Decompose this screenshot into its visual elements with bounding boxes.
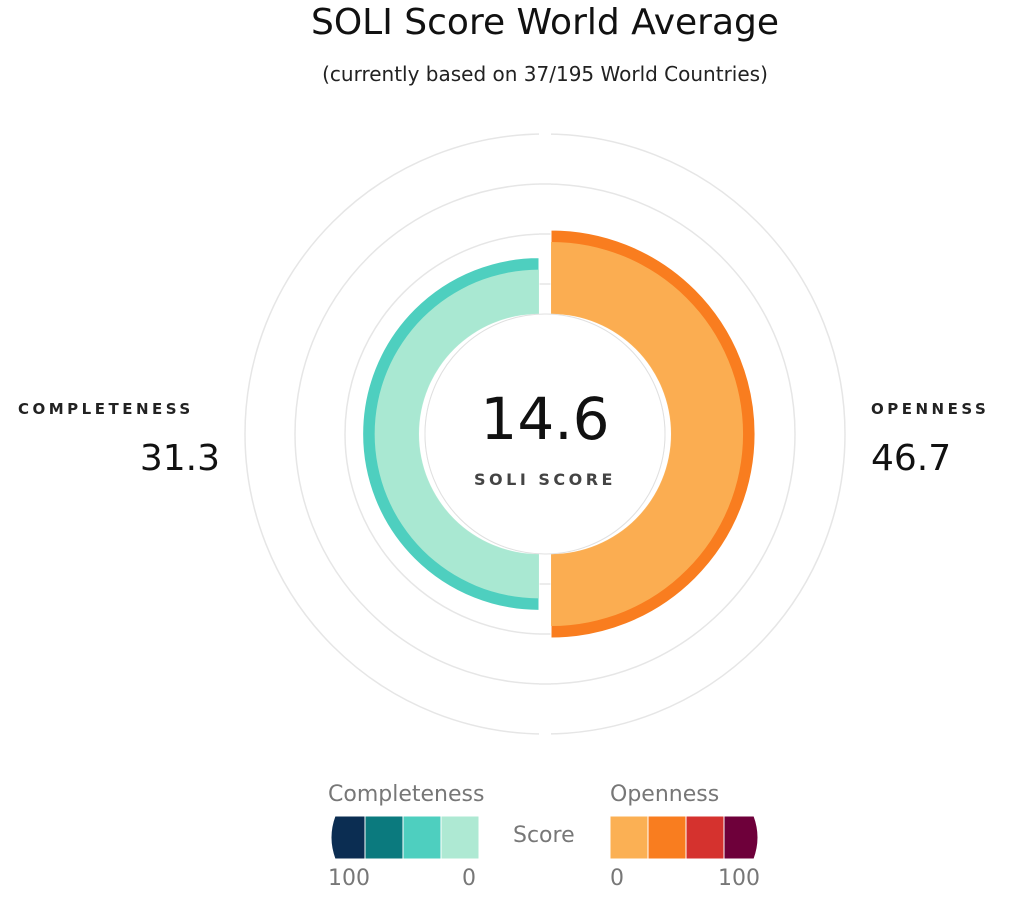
openness-legend-swatch — [723, 815, 759, 860]
completeness-inner-bar — [374, 269, 539, 599]
openness-legend-swatch — [685, 815, 725, 860]
openness-value: 46.7 — [871, 438, 952, 479]
soli-score-label: SOLI SCORE — [474, 470, 616, 489]
completeness-label: COMPLETENESS — [18, 400, 194, 418]
openness-label: OPENNESS — [871, 400, 990, 418]
completeness-legend-swatch — [440, 815, 480, 860]
completeness-value: 31.3 — [139, 438, 220, 479]
legend-completeness-min: 0 — [462, 866, 476, 891]
completeness-legend-swatch — [402, 815, 442, 860]
legend-completeness-title: Completeness — [328, 782, 485, 807]
score-disc — [424, 313, 666, 555]
legend-swatches — [330, 815, 759, 860]
openness-legend-swatch — [609, 815, 649, 860]
soli-score-value: 14.6 — [480, 385, 610, 453]
completeness-legend-swatch — [330, 815, 366, 860]
openness-legend-swatch — [647, 815, 687, 860]
chart-subtitle: (currently based on 37/195 World Countri… — [322, 62, 768, 86]
legend-score-label: Score — [513, 823, 575, 848]
openness-inner-bar — [551, 241, 744, 627]
chart-title: SOLI Score World Average — [310, 2, 780, 43]
radial-bars — [362, 229, 756, 639]
completeness-legend-swatch — [364, 815, 404, 860]
legend-openness-title: Openness — [610, 782, 720, 807]
legend-openness-min: 0 — [610, 866, 624, 891]
legend-openness-max: 100 — [718, 866, 760, 891]
legend-completeness-max: 100 — [328, 866, 370, 891]
